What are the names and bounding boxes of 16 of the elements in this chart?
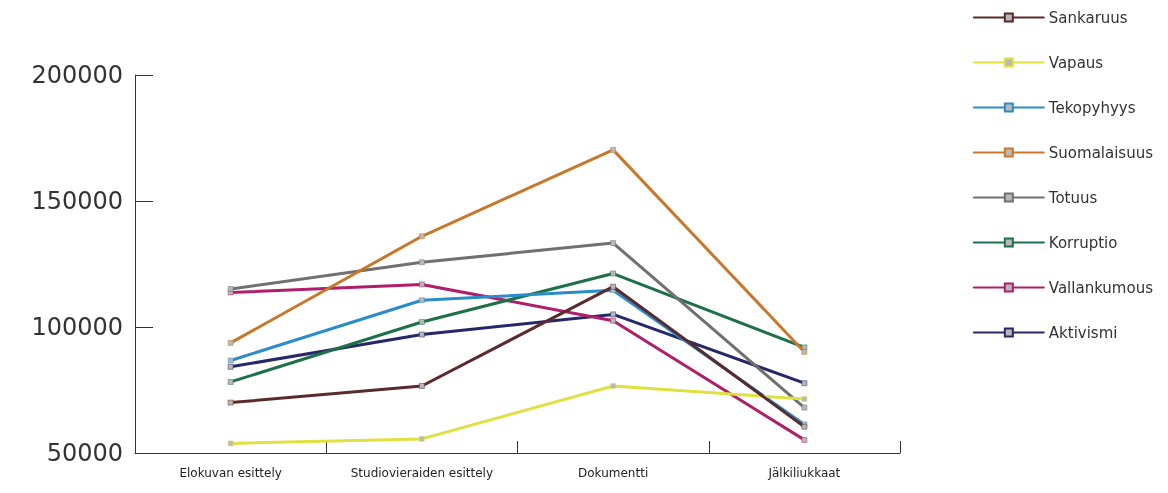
legend-label: Tekopyhyys — [1047, 98, 1136, 117]
legend-label: Sankaruus — [1048, 8, 1128, 27]
legend-label: Vallankumous — [1048, 278, 1154, 297]
x-tick-label: Studiovieraiden esittely — [350, 466, 494, 480]
y-tick-label: 100000 — [31, 313, 123, 341]
y-tick-label: 150000 — [31, 187, 123, 215]
legend-label: Suomalaisuus — [1048, 143, 1154, 162]
y-tick-label: 50000 — [46, 439, 123, 467]
x-tick-label: Dokumentti — [578, 466, 649, 480]
legend-label: Totuus — [1047, 188, 1098, 207]
x-tick-label: Elokuvan esittely — [179, 466, 282, 480]
y-tick-label: 200000 — [31, 61, 123, 89]
legend-label: Korruptio — [1048, 233, 1118, 252]
x-tick-label: Jälkiliukkaat — [767, 466, 841, 480]
legend-label: Vapaus — [1048, 53, 1104, 72]
legend-label: Aktivismi — [1048, 323, 1118, 342]
